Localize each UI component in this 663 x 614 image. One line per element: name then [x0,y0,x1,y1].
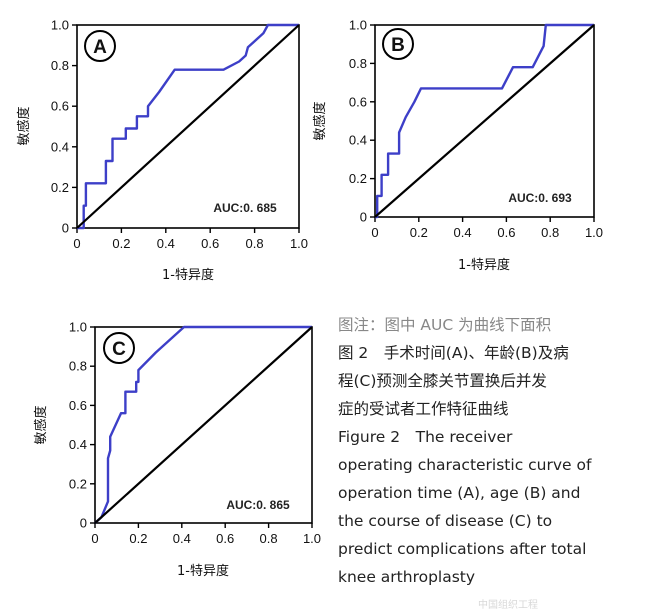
watermark: 中国组织工程 [478,600,538,611]
x-tick-label: 1.0 [303,531,321,546]
reference-diagonal-line [76,24,300,229]
plot-frame [374,24,595,218]
reference-diagonal-line [374,24,595,218]
y-tick-label: 0.8 [349,56,367,71]
y-tick-label: 0.8 [51,58,69,73]
panel-letter: C [112,339,126,360]
y-tick-label: 0.2 [69,476,87,491]
caption-title-cn-2: 程(C)预测全膝关节置换后并发 [338,372,547,390]
y-tick-label: 0.8 [69,359,87,374]
panel-letter-circle [382,28,414,60]
y-tick-label: 1.0 [51,18,69,33]
plot-frame [76,24,300,229]
caption-title-cn-3: 症的受试者工作特征曲线 [338,400,509,418]
caption-title-en-2: operating characteristic curve of [338,456,592,474]
y-axis-label: 敏感度 [16,106,32,145]
x-tick-label: 0.6 [201,236,219,251]
panel-letter: B [391,35,405,56]
roc-curve-line [77,23,299,230]
y-tick-label: 0 [62,221,69,236]
panel-letter-circle [84,30,116,62]
y-tick-label: 0.4 [349,133,367,148]
reference-diagonal-line [94,326,313,524]
panel-B: 0 0.2 0.4 0.6 0.8 1.0 0 0.2 0.4 0.6 0.8 1.0 1-特异度 敏感度… [312,18,603,274]
roc-curve-line [94,325,312,524]
panel-C: 0 0.2 0.4 0.6 0.8 1.0 0 0.2 0.4 0.6 0.8 1.0 1-特异度 敏感度… [33,320,321,580]
y-tick-label: 0.4 [51,139,69,154]
auc-annotation: AUC:0. 865 [226,498,290,512]
x-tick-label: 0.2 [410,225,428,240]
caption-title-cn-1: 图 2 手术时间(A)、年龄(B)及病 [338,344,569,362]
figure-caption: 图注：图中 AUC 为曲线下面积 图 2 手术时间(A)、年龄(B)及病 程(C… [338,311,658,591]
x-axis-label: 1-特异度 [177,563,229,579]
x-tick-label: 0.8 [541,225,559,240]
y-tick-label: 0 [80,516,87,531]
y-tick-label: 0.2 [51,180,69,195]
y-tick-label: 0.4 [69,437,87,452]
y-tick-label: 1.0 [69,320,87,335]
caption-title-en-5: predict complications after total [338,540,587,558]
auc-annotation: AUC:0. 685 [213,201,277,215]
x-tick-label: 0.8 [260,531,278,546]
x-tick-label: 0.4 [454,225,472,240]
caption-title-en-1: Figure 2 The receiver [338,428,513,446]
x-tick-label: 0.4 [173,531,191,546]
y-tick-label: 0.6 [349,94,367,109]
x-tick-label: 0.8 [246,236,264,251]
x-tick-label: 0.6 [497,225,515,240]
caption-note: 图注：图中 AUC 为曲线下面积 [338,316,552,334]
x-tick-label: 0 [73,236,80,251]
y-tick-label: 0.6 [69,398,87,413]
x-tick-label: 0.4 [157,236,175,251]
x-tick-label: 0.2 [112,236,130,251]
auc-annotation: AUC:0. 693 [508,191,572,205]
y-axis-label: 敏感度 [312,101,328,140]
caption-title-en-4: the course of disease (C) to [338,512,553,530]
caption-title-en-6: knee arthroplasty [338,568,476,586]
y-tick-label: 0 [360,210,367,225]
x-tick-label: 1.0 [290,236,308,251]
y-tick-label: 1.0 [349,18,367,33]
y-tick-label: 0.2 [349,171,367,186]
x-tick-label: 0 [371,225,378,240]
caption-title-en-3: operation time (A), age (B) and [338,484,581,502]
panel-letter-circle [103,332,135,364]
x-axis-label: 1-特异度 [162,267,214,283]
x-tick-label: 0.2 [129,531,147,546]
x-axis-label: 1-特异度 [458,257,510,273]
y-tick-label: 0.6 [51,99,69,114]
y-axis-label: 敏感度 [33,405,49,444]
x-tick-label: 1.0 [585,225,603,240]
roc-curve-line [375,23,594,219]
x-tick-label: 0 [91,531,98,546]
panel-A: 0 0.2 0.4 0.6 0.8 1.0 0 0.2 0.4 0.6 0.8 1.0 1-特异度 敏感度… [16,18,308,284]
panel-letter: A [93,37,107,58]
x-tick-label: 0.6 [216,531,234,546]
